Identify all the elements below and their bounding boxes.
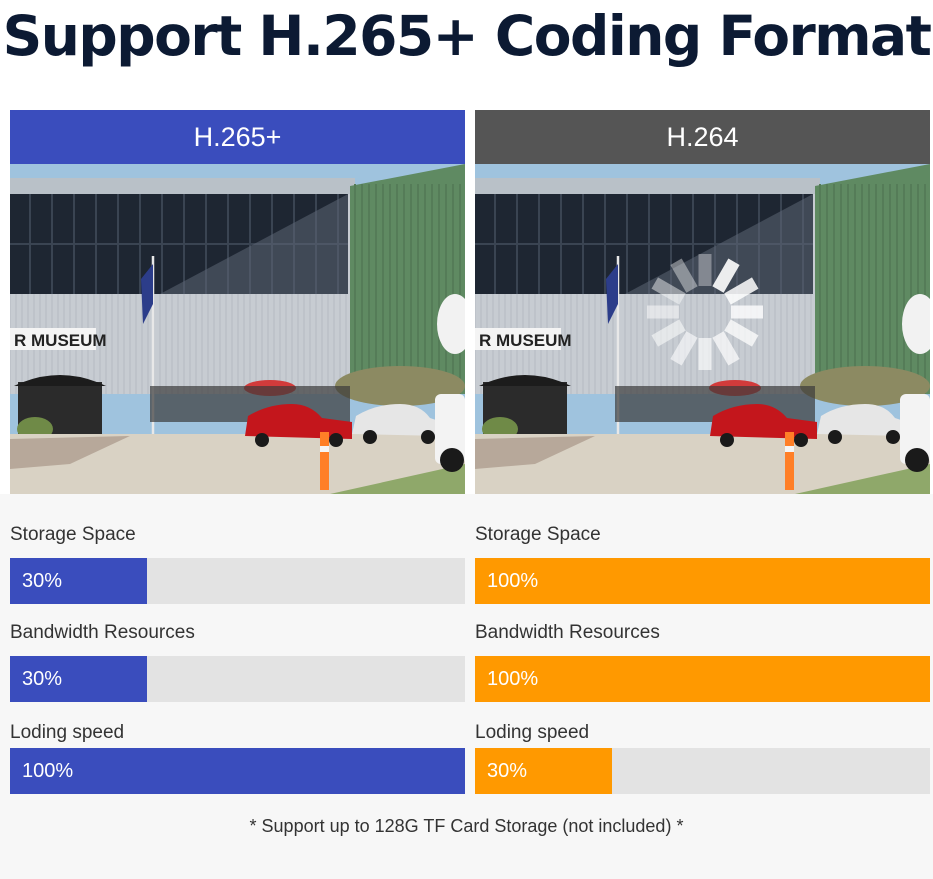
- grass: [330, 464, 465, 494]
- bollard-stripe: [785, 446, 794, 452]
- footnote: * Support up to 128G TF Card Storage (no…: [249, 816, 684, 836]
- tank: [800, 366, 930, 406]
- sidewalk: [10, 436, 130, 469]
- column-header-h264: H.264: [475, 110, 930, 164]
- wheel: [828, 430, 842, 444]
- progress-value: 30%: [22, 570, 63, 592]
- stat-storage-space: Storage Space 30%: [10, 522, 465, 604]
- flag: [141, 264, 153, 324]
- progress-bar: 30%: [475, 748, 930, 794]
- stat-bandwidth-resources: Bandwidth Resources 30%: [10, 620, 465, 702]
- column-h265: H.265+ R MUSEUM: [10, 110, 465, 494]
- wheel: [720, 433, 734, 447]
- progress-value: 100%: [487, 668, 539, 690]
- museum-sign: R MUSEUM: [475, 328, 572, 350]
- progress-bar-fill: [475, 558, 930, 604]
- window-reflection: [160, 194, 348, 294]
- spinner-segment: [651, 319, 686, 347]
- traffic-bollard: [320, 432, 329, 490]
- roof: [10, 178, 355, 196]
- museum-scene-image: R MUSEUM: [475, 164, 930, 494]
- bollard-stripe: [320, 446, 329, 452]
- green-hangar: [350, 164, 465, 394]
- spinner-segment: [712, 331, 740, 366]
- radar-dish: [437, 294, 465, 354]
- spinner-segment: [712, 258, 740, 293]
- entrance-canopy: [14, 375, 106, 386]
- stat-bandwidth-resources: Bandwidth Resources 100%: [475, 620, 930, 702]
- progress-value: 30%: [487, 760, 528, 782]
- progress-bar-fill: [10, 748, 465, 794]
- wheel: [905, 448, 929, 472]
- progress-bar: 100%: [475, 656, 930, 702]
- progress-bar: 100%: [475, 558, 930, 604]
- camera-view-h265: R MUSEUM: [10, 164, 465, 494]
- museum-scene-image: R MUSEUM: [10, 164, 465, 494]
- white-van: [900, 394, 930, 464]
- radar-dish: [902, 294, 930, 354]
- sign-text: R MUSEUM: [14, 331, 107, 350]
- stat-label: Storage Space: [10, 524, 136, 545]
- progress-bar-fill: [10, 558, 147, 604]
- progress-value: 100%: [487, 570, 539, 592]
- camera-view-h264: R MUSEUM: [475, 164, 930, 494]
- museum-sign: R MUSEUM: [10, 328, 107, 350]
- spinner-segment: [724, 319, 759, 347]
- roof: [475, 178, 820, 196]
- wheel: [329, 433, 343, 447]
- stat-storage-space: Storage Space 100%: [475, 522, 930, 604]
- sign-board: [10, 328, 96, 350]
- spinner-segment: [651, 277, 686, 305]
- sidewalk: [475, 436, 595, 469]
- green-hangar: [815, 164, 930, 394]
- progress-bar-fill: [475, 656, 930, 702]
- progress-bar: 100%: [10, 748, 465, 794]
- traffic-bollard: [785, 432, 794, 490]
- progress-value: 100%: [22, 760, 74, 782]
- progress-bar-fill: [475, 748, 612, 794]
- grass: [795, 464, 930, 494]
- entrance-canopy: [479, 375, 571, 386]
- spinner-segment: [670, 258, 698, 293]
- wheel: [421, 430, 435, 444]
- stat-loading-speed: Loding speed 100%: [10, 720, 465, 794]
- stat-label: Storage Space: [475, 524, 601, 545]
- spinner-segment: [724, 277, 759, 305]
- progress-bar: 30%: [10, 656, 465, 702]
- flag: [606, 264, 618, 324]
- stat-label: Bandwidth Resources: [475, 622, 660, 643]
- progress-value: 30%: [22, 668, 63, 690]
- loading-spinner-icon: [647, 254, 763, 370]
- white-car: [817, 404, 907, 436]
- wheel: [255, 433, 269, 447]
- red-car: [710, 404, 817, 439]
- page-title: Support H.265+ Coding Format: [2, 4, 932, 68]
- column-h264: H.264 R MUSEUM: [475, 110, 930, 494]
- wheel: [886, 430, 900, 444]
- wheel: [363, 430, 377, 444]
- stats-h265: Storage Space 30% Bandwidth Resources 30…: [10, 494, 465, 879]
- wheel: [794, 433, 808, 447]
- stat-label: Loding speed: [475, 722, 590, 743]
- column-header-h265: H.265+: [10, 110, 465, 164]
- stat-loading-speed: Loding speed 30%: [475, 720, 930, 794]
- progress-bar: 30%: [10, 558, 465, 604]
- sign-text: R MUSEUM: [479, 331, 572, 350]
- window-reflection: [625, 194, 813, 294]
- stat-label: Bandwidth Resources: [10, 622, 195, 643]
- white-car: [352, 404, 442, 436]
- spinner-segment: [670, 331, 698, 366]
- white-van: [435, 394, 465, 464]
- stats-h264: Storage Space 100% Bandwidth Resources 1…: [475, 494, 930, 879]
- sign-board: [475, 328, 561, 350]
- red-car: [245, 404, 352, 439]
- wheel: [440, 448, 464, 472]
- tank: [335, 366, 465, 406]
- stat-label: Loding speed: [10, 722, 125, 743]
- progress-bar-fill: [10, 656, 147, 702]
